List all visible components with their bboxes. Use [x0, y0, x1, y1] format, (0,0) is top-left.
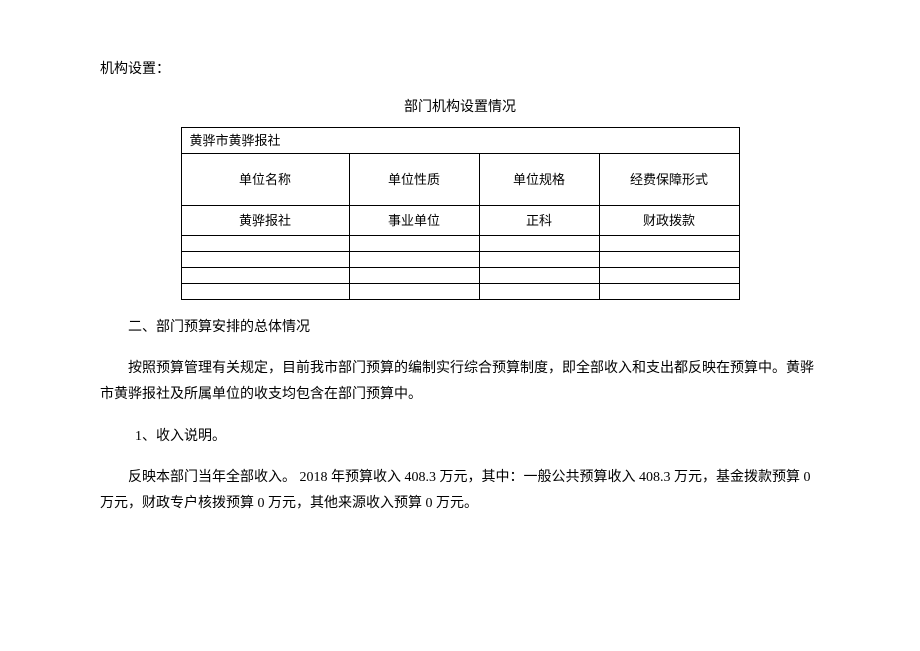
empty-cell — [349, 236, 479, 252]
table-title: 部门机构设置情况 — [100, 98, 820, 118]
table-row — [181, 252, 739, 268]
table-org-row: 黄骅市黄骅报社 — [181, 128, 739, 154]
col-header-nature: 单位性质 — [349, 154, 479, 206]
empty-cell — [599, 252, 739, 268]
cell-nature: 事业单位 — [349, 206, 479, 236]
empty-cell — [349, 284, 479, 300]
table-header-row: 单位名称 单位性质 单位规格 经费保障形式 — [181, 154, 739, 206]
empty-cell — [479, 236, 599, 252]
empty-cell — [599, 284, 739, 300]
cell-spec: 正科 — [479, 206, 599, 236]
empty-cell — [599, 268, 739, 284]
empty-cell — [599, 236, 739, 252]
paragraph-2: 反映本部门当年全部收入。 2018 年预算收入 408.3 万元，其中：一般公共… — [100, 465, 820, 518]
empty-cell — [181, 284, 349, 300]
table-row — [181, 268, 739, 284]
org-table: 黄骅市黄骅报社 单位名称 单位性质 单位规格 经费保障形式 黄骅报社 事业单位 … — [181, 127, 740, 300]
sub-item-1: 1、收入说明。 — [100, 427, 820, 447]
table-row — [181, 284, 739, 300]
col-header-spec: 单位规格 — [479, 154, 599, 206]
empty-cell — [181, 252, 349, 268]
col-header-fund: 经费保障形式 — [599, 154, 739, 206]
section2-title: 二、部门预算安排的总体情况 — [100, 318, 820, 338]
section-heading: 机构设置： — [100, 60, 820, 80]
cell-fund: 财政拨款 — [599, 206, 739, 236]
empty-cell — [479, 268, 599, 284]
empty-cell — [349, 268, 479, 284]
empty-cell — [181, 236, 349, 252]
org-name-cell: 黄骅市黄骅报社 — [181, 128, 739, 154]
table-row: 黄骅报社 事业单位 正科 财政拨款 — [181, 206, 739, 236]
paragraph-1: 按照预算管理有关规定，目前我市部门预算的编制实行综合预算制度，即全部收入和支出都… — [100, 356, 820, 409]
cell-name: 黄骅报社 — [181, 206, 349, 236]
empty-cell — [349, 252, 479, 268]
empty-cell — [181, 268, 349, 284]
table-row — [181, 236, 739, 252]
empty-cell — [479, 284, 599, 300]
col-header-name: 单位名称 — [181, 154, 349, 206]
empty-cell — [479, 252, 599, 268]
